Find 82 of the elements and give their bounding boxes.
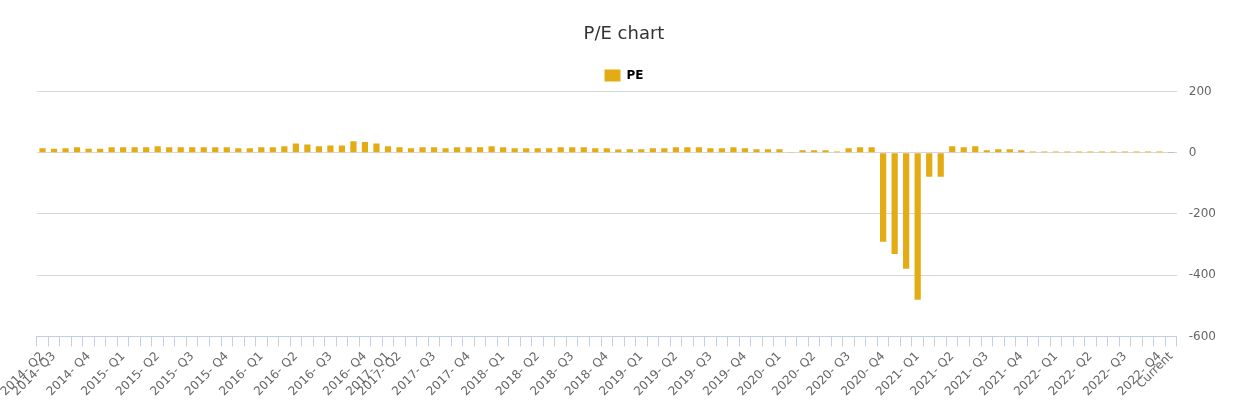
- bar: [695, 147, 702, 153]
- bar: [396, 147, 403, 153]
- bar: [926, 153, 933, 177]
- y-tick-label: -200: [1188, 206, 1216, 221]
- bar: [937, 153, 944, 177]
- bar: [258, 147, 265, 153]
- bar: [39, 148, 46, 153]
- bar: [603, 148, 610, 153]
- bar: [453, 147, 461, 153]
- bar: [546, 148, 553, 153]
- bar: [315, 146, 322, 153]
- bar: [488, 146, 495, 153]
- bar: [626, 149, 633, 153]
- bar: [143, 147, 150, 153]
- bar: [592, 148, 599, 153]
- bar: [580, 147, 587, 153]
- bar: [361, 142, 369, 153]
- bar: [373, 143, 380, 153]
- bar: [557, 147, 564, 153]
- bar: [972, 146, 979, 153]
- bar: [338, 145, 346, 153]
- bar: [419, 147, 426, 153]
- bar: [776, 149, 783, 153]
- bar: [764, 149, 772, 153]
- bar: [914, 153, 921, 300]
- bar: [949, 146, 956, 153]
- bar: [534, 148, 541, 153]
- bar: [442, 148, 449, 153]
- bar: [661, 148, 668, 153]
- bar: [741, 148, 749, 153]
- bar: [511, 148, 518, 153]
- bar: [1006, 149, 1013, 153]
- bar: [638, 149, 645, 153]
- bar: [615, 149, 622, 153]
- bar: [407, 148, 415, 153]
- bar: [649, 148, 656, 153]
- bar: [85, 148, 92, 153]
- bar: [281, 146, 288, 153]
- bar: [120, 147, 127, 153]
- y-tick-label: 200: [1188, 83, 1212, 98]
- bar: [154, 146, 161, 153]
- bar: [235, 148, 242, 153]
- bar: [212, 147, 219, 153]
- y-tick-label: -600: [1188, 328, 1216, 343]
- bar: [73, 147, 81, 153]
- bar: [672, 147, 679, 153]
- bar: [753, 149, 760, 153]
- bar: [384, 146, 392, 153]
- bar: [730, 147, 737, 153]
- y-tick-label: 0: [1188, 144, 1197, 159]
- bar: [269, 147, 276, 153]
- bar: [880, 153, 887, 242]
- bar: [465, 147, 472, 153]
- bar: [845, 148, 852, 153]
- bar: [246, 148, 253, 153]
- bar: [189, 147, 196, 153]
- y-tick-label: -400: [1188, 267, 1216, 282]
- bar: [903, 153, 910, 269]
- bar: [718, 148, 726, 153]
- bar: [707, 148, 714, 153]
- bar: [177, 147, 184, 153]
- bar: [131, 147, 138, 153]
- bar: [327, 145, 334, 153]
- bar: [430, 147, 438, 153]
- chart-title: P/E chart: [583, 22, 665, 44]
- bar: [62, 148, 69, 153]
- bar: [523, 148, 530, 153]
- bar: [856, 147, 864, 153]
- bar: [868, 147, 875, 153]
- legend-label: PE: [626, 67, 644, 82]
- bar: [684, 147, 691, 153]
- bar: [223, 147, 230, 153]
- bar: [569, 147, 576, 153]
- bar: [500, 147, 507, 153]
- bar: [350, 141, 357, 153]
- bar: [995, 149, 1002, 153]
- bar: [477, 147, 484, 153]
- bar: [891, 153, 898, 255]
- bar: [960, 147, 967, 153]
- bar: [166, 147, 173, 153]
- bar: [108, 147, 115, 153]
- bar: [200, 147, 207, 153]
